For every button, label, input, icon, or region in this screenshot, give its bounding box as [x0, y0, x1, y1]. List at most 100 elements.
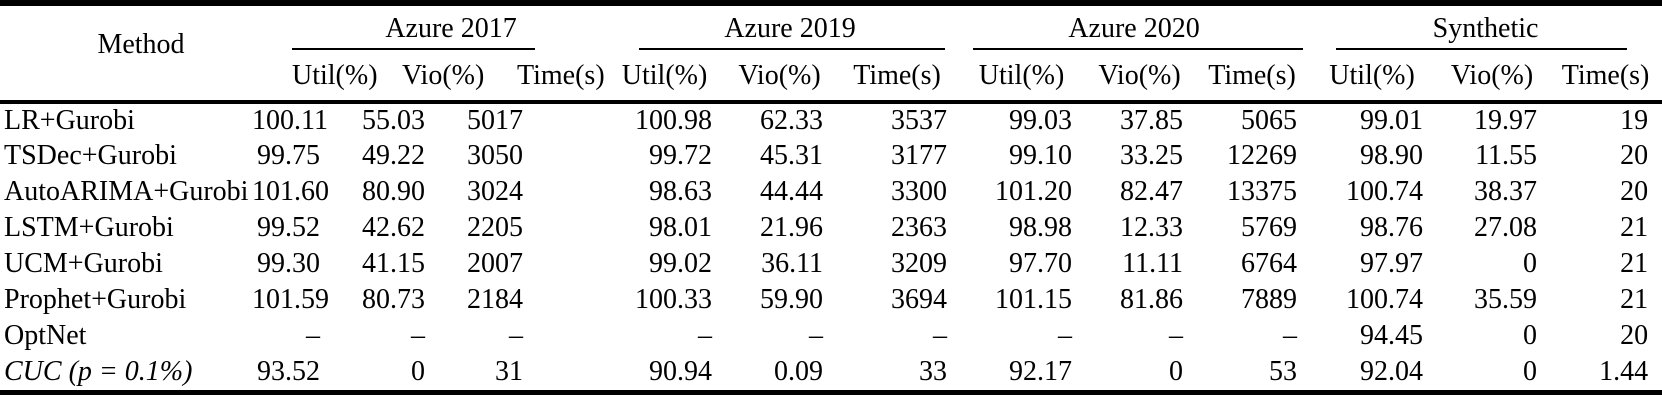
group-header-azure-2020: Azure 2020: [959, 6, 1309, 52]
cell: 37.85: [1120, 105, 1184, 136]
cell: 99.30: [257, 248, 320, 279]
results-table: Method Azure 2017 Azure 2019 Azure 2020 …: [0, 6, 1662, 390]
cell: 31: [495, 356, 524, 387]
cell: 3537: [891, 105, 948, 136]
method-cell: OptNet: [4, 320, 87, 351]
cell: 90.94: [649, 356, 713, 387]
cell: 0: [1523, 248, 1538, 279]
cell: 81.86: [1120, 284, 1184, 315]
cell: 3300: [891, 176, 948, 207]
cell: 99.01: [1360, 105, 1424, 136]
col-header-time: Time(s): [1561, 60, 1650, 91]
cell: 93.52: [257, 356, 320, 387]
cell: 101.60: [252, 176, 329, 207]
cell: 97.97: [1360, 248, 1424, 279]
cell: 12269: [1227, 140, 1298, 171]
cell: 92.17: [1009, 356, 1073, 387]
cell: 100.11: [252, 105, 328, 136]
cell: 55.03: [362, 105, 425, 136]
cell: 100.33: [635, 284, 713, 315]
cell: 0: [1523, 320, 1538, 351]
cell: 59.90: [760, 284, 824, 315]
cell: 82.47: [1120, 176, 1184, 207]
table-row: UCM+Gurobi 99.30 41.15 2007 99.02 36.11 …: [0, 246, 1662, 282]
cell: 99.75: [257, 140, 320, 171]
cell: 5769: [1241, 212, 1298, 243]
cell: 7889: [1241, 284, 1298, 315]
cell: 99.52: [257, 212, 320, 243]
col-header-vio: Vio(%): [1098, 60, 1181, 91]
cell: 2007: [467, 248, 524, 279]
cell: 62.33: [760, 105, 824, 136]
cell: 80.90: [362, 176, 425, 207]
cell: 0.09: [774, 356, 824, 387]
cell: 100.74: [1346, 284, 1424, 315]
cell: 33.25: [1120, 140, 1184, 171]
col-header-time: Time(s): [853, 60, 941, 91]
group-header-row: Method Azure 2017 Azure 2019 Azure 2020 …: [0, 6, 1662, 59]
cell: 92.04: [1360, 356, 1424, 387]
col-header-util: Util(%): [978, 60, 1065, 91]
cell: 2363: [891, 212, 948, 243]
method-cell: UCM+Gurobi: [4, 248, 163, 279]
cell: 3024: [467, 176, 524, 207]
cell: 21.96: [760, 212, 824, 243]
method-cell: Prophet+Gurobi: [4, 284, 187, 315]
cell: 97.70: [1009, 248, 1073, 279]
cell: 98.98: [1009, 212, 1073, 243]
cell: –: [411, 320, 425, 351]
cell: 0: [1169, 356, 1184, 387]
group-header-azure-2017: Azure 2017: [252, 6, 536, 52]
cell: 21: [1620, 212, 1649, 243]
cell: 99.03: [1009, 105, 1073, 136]
table-row: TSDec+Gurobi 99.75 49.22 3050 99.72 45.3…: [0, 138, 1662, 174]
cell: 100.98: [635, 105, 713, 136]
table-row: Prophet+Gurobi 101.59 80.73 2184 100.33 …: [0, 282, 1662, 318]
cell: 101.15: [995, 284, 1073, 315]
table-frame: Method Azure 2017 Azure 2019 Azure 2020 …: [0, 0, 1662, 395]
cell: 44.44: [760, 176, 824, 207]
metric-header-row: Util(%) Vio(%) Time(s) Util(%) Vio(%) Ti…: [0, 52, 1662, 102]
cell: 42.62: [362, 212, 425, 243]
cell: 5065: [1241, 105, 1298, 136]
cell: 101.20: [995, 176, 1073, 207]
cell: 20: [1620, 320, 1649, 351]
cell: 41.15: [362, 248, 425, 279]
cell: –: [933, 320, 948, 351]
cell: 6764: [1241, 248, 1298, 279]
table-row: OptNet – – – – – – – – – 94.45 0 20: [0, 318, 1662, 354]
cell: 2205: [467, 212, 524, 243]
cell: 11.55: [1475, 140, 1538, 171]
method-cell: CUC (p = 0.1%): [4, 356, 193, 387]
cell: 2184: [467, 284, 524, 315]
col-header-util: Util(%): [621, 60, 708, 91]
group-header-synthetic: Synthetic: [1309, 6, 1662, 52]
cell: 20: [1620, 176, 1649, 207]
cell: 3209: [891, 248, 948, 279]
cell: 27.08: [1474, 212, 1538, 243]
cell: 99.72: [649, 140, 713, 171]
cell: –: [1058, 320, 1073, 351]
cell: 12.33: [1120, 212, 1184, 243]
method-cell: LR+Gurobi: [4, 105, 135, 136]
cell: 98.90: [1360, 140, 1424, 171]
cell: 45.31: [760, 140, 824, 171]
col-header-time: Time(s): [517, 60, 605, 91]
table-row: LSTM+Gurobi 99.52 42.62 2205 98.01 21.96…: [0, 210, 1662, 246]
col-header-vio: Vio(%): [1450, 60, 1534, 91]
group-header-azure-2019: Azure 2019: [535, 6, 959, 52]
cell: 99.10: [1009, 140, 1073, 171]
col-header-util: Util(%): [1329, 60, 1415, 91]
cell: 20: [1620, 140, 1649, 171]
cell: 0: [1523, 356, 1538, 387]
method-column-header: Method: [97, 29, 185, 60]
cell: 1.44: [1599, 356, 1649, 387]
cell: 11.11: [1122, 248, 1184, 279]
cell: 3694: [891, 284, 948, 315]
cell: 33: [919, 356, 948, 387]
cell: 21: [1620, 284, 1649, 315]
cell: 5017: [467, 105, 524, 136]
cell: 38.37: [1474, 176, 1538, 207]
cell: 49.22: [362, 140, 425, 171]
